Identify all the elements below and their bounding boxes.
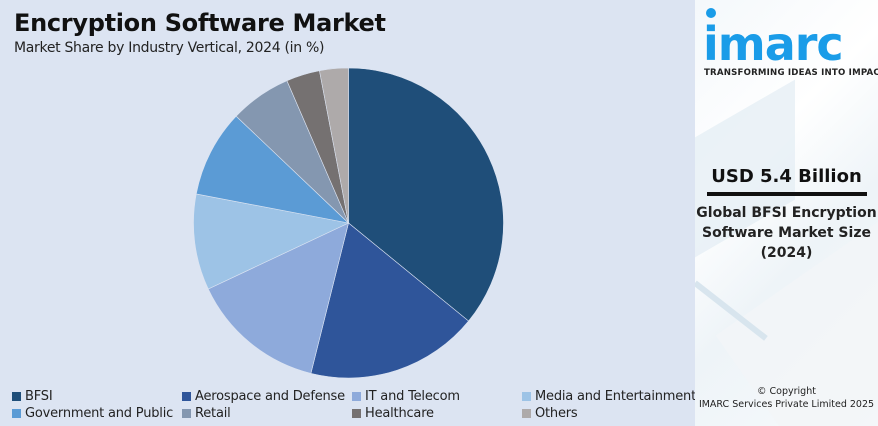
legend-item: Media and Entertainment [522, 389, 696, 404]
legend-label: Retail [195, 406, 231, 421]
legend-label: Aerospace and Defense [195, 389, 345, 404]
legend-label: Others [535, 406, 578, 421]
legend-swatch [12, 392, 21, 401]
legend-item: IT and Telecom [352, 389, 460, 404]
legend-swatch [522, 409, 531, 418]
chart-title: Encryption Software Market [14, 9, 386, 37]
legend-item: BFSI [12, 389, 53, 404]
market-size-label: Global BFSI Encryption Software Market S… [695, 203, 878, 263]
pie-slice-it-and-telecom [207, 222, 349, 374]
legend-swatch [522, 392, 531, 401]
copyright-line: IMARC Services Private Limited 2025 [698, 399, 875, 410]
legend-label: Healthcare [365, 406, 434, 421]
legend-item: Healthcare [352, 406, 434, 421]
legend-swatch [182, 409, 191, 418]
legend-swatch [12, 409, 21, 418]
chart-subtitle: Market Share by Industry Vertical, 2024 … [14, 40, 325, 56]
market-size-label-line: Software Market Size [702, 225, 871, 241]
legend-label: BFSI [25, 389, 53, 404]
divider [707, 192, 867, 196]
pie-chart [193, 67, 504, 379]
chart-panel: Encryption Software Market Market Share … [12, 9, 697, 421]
pie-slice-media-and-entertainment [193, 193, 350, 290]
legend-label: IT and Telecom [365, 389, 460, 404]
info-sidebar: imarc TRANSFORMING IDEAS INTO IMPACT USD… [695, 0, 878, 426]
legend-item: Retail [182, 406, 231, 421]
pie-slice-others [319, 67, 349, 224]
pie-slice-aerospace-and-defense [310, 222, 469, 379]
legend-item: Government and Public [12, 406, 173, 421]
legend-swatch [352, 392, 361, 401]
copyright-line: © Copyright [757, 386, 816, 397]
market-size-label-line: Global BFSI Encryption [696, 205, 877, 221]
market-size-label-line: (2024) [760, 245, 813, 261]
imarc-logo: imarc [703, 17, 844, 71]
copyright: © Copyright IMARC Services Private Limit… [695, 385, 878, 411]
legend-swatch [352, 409, 361, 418]
legend-swatch [182, 392, 191, 401]
legend-item: Aerospace and Defense [182, 389, 345, 404]
logo-dot-icon [706, 8, 716, 18]
pie-slice-bfsi [348, 67, 504, 322]
logo-tagline: TRANSFORMING IDEAS INTO IMPACT [704, 68, 878, 78]
legend-label: Government and Public [25, 406, 174, 421]
legend-item: Others [522, 406, 578, 421]
pie-slice-government-and-public [195, 115, 350, 224]
legend-label: Media and Entertainment [535, 389, 696, 404]
market-size-value: USD 5.4 Billion [711, 166, 862, 187]
